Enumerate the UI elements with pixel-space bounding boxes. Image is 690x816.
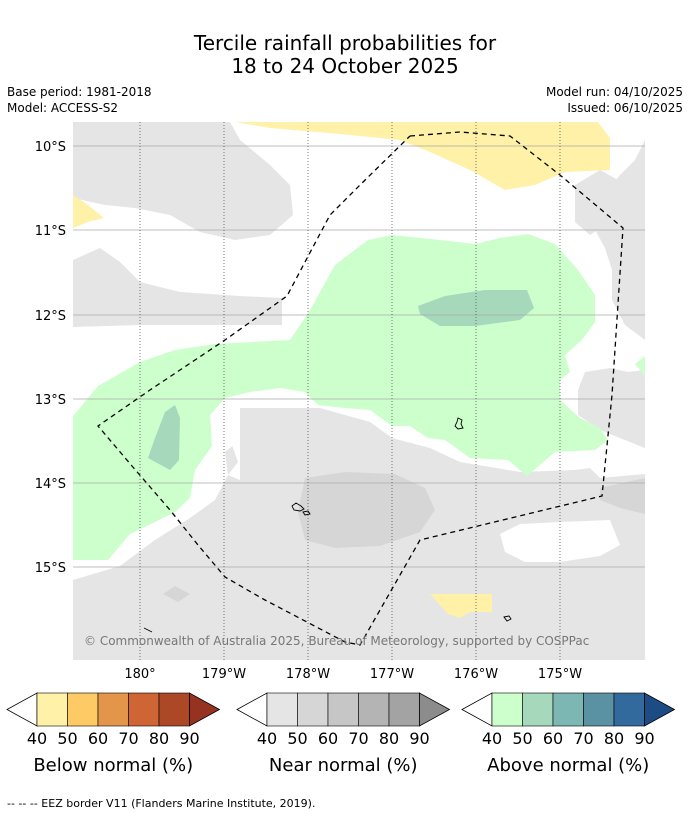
below-colorbar-lower-arrow bbox=[6, 692, 38, 727]
eez-border bbox=[97, 131, 624, 646]
below-colorbar-upper-arrow bbox=[189, 692, 221, 727]
near-normal-region-dark-e bbox=[600, 478, 645, 514]
below-colorbar-label: Below normal (%) bbox=[33, 755, 193, 776]
near-colorbar-tick-50: 50 bbox=[287, 729, 307, 748]
island-small-se bbox=[503, 615, 512, 622]
title-line-2: 18 to 24 October 2025 bbox=[231, 54, 459, 78]
eez-note: -- -- -- EEZ border V11 (Flanders Marine… bbox=[7, 797, 316, 810]
lon-label-178w: 178°W bbox=[286, 667, 330, 682]
below-colorbar-tick-80: 80 bbox=[149, 729, 169, 748]
above-colorbar-tick-70: 70 bbox=[573, 729, 593, 748]
colorbar-below-normal: 40 50 60 70 80 90 Below normal (%) bbox=[6, 692, 221, 776]
below-colorbar-swatch-60 bbox=[97, 692, 129, 727]
above-colorbar-tick-60: 60 bbox=[543, 729, 563, 748]
above-colorbar-swatch-60 bbox=[552, 692, 584, 727]
near-colorbar-swatch-80 bbox=[388, 692, 420, 727]
near-normal-region-darker bbox=[298, 472, 435, 548]
lon-label-175w: 175°W bbox=[538, 667, 582, 682]
no-signal-gap-west bbox=[228, 440, 240, 480]
island-futuna bbox=[291, 502, 311, 516]
above-normal-region-west bbox=[148, 405, 180, 470]
below-colorbar-tick-40: 40 bbox=[27, 729, 47, 748]
below-colorbar-swatch-40 bbox=[36, 692, 68, 727]
below-colorbar-tick-60: 60 bbox=[88, 729, 108, 748]
model-info: Base period: 1981-2018 Model: ACCESS-S2 bbox=[7, 84, 152, 116]
lat-label-12s: 12°S bbox=[35, 309, 66, 324]
near-colorbar-tick-90: 90 bbox=[409, 729, 429, 748]
above-colorbar-upper-arrow bbox=[644, 692, 676, 727]
below-colorbar-swatch-80 bbox=[158, 692, 190, 727]
near-normal-region-ne bbox=[578, 122, 645, 448]
above-colorbar-swatch-50 bbox=[522, 692, 554, 727]
above-normal-region-east-edge bbox=[635, 356, 645, 376]
above-colorbar-tick-40: 40 bbox=[482, 729, 502, 748]
near-colorbar-tick-60: 60 bbox=[318, 729, 338, 748]
near-colorbar-label: Near normal (%) bbox=[269, 755, 418, 776]
near-colorbar-lower-arrow bbox=[236, 692, 268, 727]
lat-label-10s: 10°S bbox=[35, 140, 66, 155]
near-colorbar-tick-40: 40 bbox=[257, 729, 277, 748]
base-period: Base period: 1981-2018 bbox=[7, 85, 152, 99]
no-signal-gap-south bbox=[500, 520, 620, 562]
lat-label-14s: 14°S bbox=[35, 477, 66, 492]
lon-label-177w: 177°W bbox=[370, 667, 414, 682]
above-colorbar-label: Above normal (%) bbox=[487, 755, 649, 776]
near-normal-region-nw bbox=[73, 122, 293, 240]
near-colorbar-swatch-60 bbox=[327, 692, 359, 727]
above-colorbar-tick-80: 80 bbox=[604, 729, 624, 748]
lat-label-11s: 11°S bbox=[35, 224, 66, 239]
near-normal-region-east-channel bbox=[575, 170, 618, 235]
map-frame: © Commonwealth of Australia 2025, Bureau… bbox=[73, 122, 645, 660]
below-normal-region-south bbox=[430, 594, 492, 618]
near-colorbar-upper-arrow bbox=[419, 692, 451, 727]
model-name: Model: ACCESS-S2 bbox=[7, 101, 119, 115]
near-normal-region-w bbox=[73, 248, 282, 327]
map-title: Tercile rainfall probabilities for 18 to… bbox=[0, 32, 690, 78]
above-colorbar-lower-arrow bbox=[461, 692, 493, 727]
island-wallis bbox=[454, 417, 464, 430]
near-normal-spot-sw bbox=[163, 586, 190, 602]
latitude-gridlines bbox=[73, 145, 645, 568]
run-info: Model run: 04/10/2025 Issued: 06/10/2025 bbox=[546, 84, 683, 116]
below-normal-region-north bbox=[235, 122, 610, 190]
above-colorbar-swatch-40 bbox=[491, 692, 523, 727]
near-colorbar-swatch-40 bbox=[266, 692, 298, 727]
colorbar-near-normal: 40 50 60 70 80 90 Near normal (%) bbox=[236, 692, 451, 776]
below-colorbar-swatch-70 bbox=[128, 692, 160, 727]
near-colorbar-swatch-50 bbox=[297, 692, 329, 727]
model-run: Model run: 04/10/2025 bbox=[545, 85, 683, 99]
near-colorbar-tick-80: 80 bbox=[379, 729, 399, 748]
colorbar-above-normal: 40 50 60 70 80 90 Above normal (%) bbox=[461, 692, 676, 776]
lon-label-179w: 179°W bbox=[202, 667, 246, 682]
below-colorbar-tick-90: 90 bbox=[179, 729, 199, 748]
above-colorbar-swatch-70 bbox=[583, 692, 615, 727]
lat-label-13s: 13°S bbox=[35, 393, 66, 408]
lon-label-180: 180° bbox=[124, 667, 155, 682]
latitude-labels: 10°S 11°S 12°S 13°S 14°S 15°S bbox=[35, 140, 66, 576]
issued-date: Issued: 06/10/2025 bbox=[567, 101, 683, 115]
near-colorbar-swatch-70 bbox=[358, 692, 390, 727]
island-sw bbox=[143, 627, 153, 633]
above-colorbar-tick-90: 90 bbox=[634, 729, 654, 748]
lat-label-15s: 15°S bbox=[35, 561, 66, 576]
below-colorbar-tick-50: 50 bbox=[57, 729, 77, 748]
map-credit: © Commonwealth of Australia 2025, Bureau… bbox=[84, 634, 589, 648]
above-colorbar-tick-50: 50 bbox=[512, 729, 532, 748]
above-colorbar-swatch-80 bbox=[613, 692, 645, 727]
longitude-labels: 180° 179°W 178°W 177°W 176°W 175°W bbox=[124, 667, 582, 682]
below-normal-region-west bbox=[73, 195, 104, 228]
below-colorbar-swatch-50 bbox=[67, 692, 99, 727]
title-line-1: Tercile rainfall probabilities for bbox=[193, 31, 497, 55]
near-colorbar-tick-70: 70 bbox=[348, 729, 368, 748]
lon-label-176w: 176°W bbox=[454, 667, 498, 682]
below-colorbar-tick-70: 70 bbox=[118, 729, 138, 748]
